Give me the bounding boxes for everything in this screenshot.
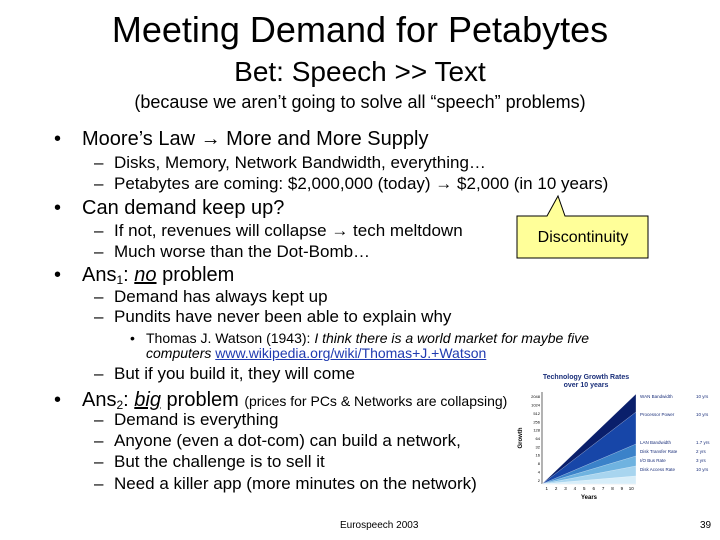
page-number: 39: [700, 520, 712, 531]
chart-y-tick: 32: [536, 444, 541, 449]
chart-series-label: LAN Bandwidth: [640, 440, 672, 445]
chart-series-rate: 3 yrs: [696, 458, 707, 463]
slide-subtitle: Bet: Speech >> Text: [234, 56, 486, 87]
bullet-dot: •: [54, 389, 62, 411]
chart-y-tick: 256: [533, 419, 540, 424]
dash: –: [94, 364, 104, 383]
chart-x-tick: 5: [583, 486, 586, 491]
sub-bullet: But if you build it, they will come: [114, 364, 355, 383]
chart-y-tick: 16: [536, 453, 541, 458]
chart-x-tick: 10: [629, 486, 635, 491]
sub-bullet: Need a killer app (more minutes on the n…: [114, 474, 477, 493]
chart-y-tick: 128: [533, 428, 540, 433]
bullet-moores-law: Moore’s Law → More and More Supply: [82, 128, 429, 150]
dash: –: [94, 410, 104, 429]
sub-bullet: Demand is everything: [114, 410, 279, 429]
bullet-dot: •: [54, 128, 62, 150]
chart-ylabel: Growth: [518, 427, 524, 448]
chart-x-tick: 7: [602, 486, 605, 491]
chart-series-rate: 10 yrs: [696, 412, 709, 417]
bullet-demand: Can demand keep up?: [82, 197, 285, 219]
watson-link[interactable]: www.wikipedia.org/wiki/Thomas+J.+Watson: [215, 345, 487, 361]
chart-x-tick: 8: [611, 486, 614, 491]
chart-y-tick: 4: [538, 469, 541, 474]
sub-bullet: But the challenge is to sell it: [114, 452, 325, 471]
chart-series-label: I/O Bus Rate: [640, 458, 666, 463]
subsub-dot: •: [130, 330, 135, 346]
sub-bullet: Anyone (even a dot-com) can build a netw…: [114, 431, 461, 450]
dash: –: [94, 431, 104, 450]
dash: –: [94, 242, 104, 261]
chart-series-rate: 10 yrs: [696, 467, 709, 472]
dash: –: [94, 452, 104, 471]
chart-area-series: [541, 475, 637, 485]
sub-bullet: If not, revenues will collapse → tech me…: [114, 221, 463, 240]
chart-series-rate: 2 yrs: [696, 449, 707, 454]
chart-x-tick: 6: [592, 486, 595, 491]
chart-series-label: Disk Access Rate: [640, 467, 676, 472]
watson-quote-line1: Thomas J. Watson (1943): I think there i…: [146, 330, 589, 346]
slide-note: (because we aren’t going to solve all “s…: [134, 92, 586, 112]
dash: –: [94, 174, 104, 193]
dash: –: [94, 474, 104, 493]
chart-series-rate: 1.7 yrs: [696, 440, 710, 445]
bullet-dot: •: [54, 264, 62, 286]
sub-bullet: Much worse than the Dot-Bomb…: [114, 242, 371, 261]
chart-x-tick: 9: [621, 486, 624, 491]
chart-series-label: WAN Bandwidth: [640, 394, 673, 399]
chart-y-tick: 2: [538, 478, 541, 483]
chart-series-rate: 10 yrs: [696, 394, 709, 399]
chart-title: Technology Growth Rates: [543, 374, 629, 381]
chart-y-tick: 64: [536, 436, 541, 441]
watson-quote-line2: computers www.wikipedia.org/wiki/Thomas+…: [146, 345, 487, 361]
chart-series-label: Disk Transfer Rate: [640, 449, 678, 454]
dash: –: [94, 153, 104, 172]
chart-y-tick: 8: [538, 461, 541, 466]
bullet-ans2: Ans2: big problem (prices for PCs & Netw…: [82, 389, 508, 412]
chart-title: over 10 years: [564, 382, 609, 389]
callout-label: Discontinuity: [537, 229, 629, 246]
bullet-ans1: Ans1: no problem: [82, 264, 235, 287]
chart-x-tick: 1: [545, 486, 548, 491]
chart-y-tick: 512: [533, 411, 540, 416]
chart-x-tick: 3: [564, 486, 567, 491]
chart-series-label: Processor Power: [640, 412, 675, 417]
slide-title: Meeting Demand for Petabytes: [111, 9, 609, 50]
chart-x-tick: 4: [574, 486, 577, 491]
sub-bullet: Pundits have never been able to explain …: [114, 307, 452, 326]
chart-xlabel: Years: [581, 495, 598, 501]
bullet-dot: •: [54, 197, 62, 219]
sub-bullet: Disks, Memory, Network Bandwidth, everyt…: [114, 153, 486, 172]
chart-y-tick: 2048: [531, 394, 541, 399]
dash: –: [94, 287, 104, 306]
sub-bullet: Demand has always kept up: [114, 287, 328, 306]
sub-bullet: Petabytes are coming: $2,000,000 (today)…: [114, 174, 609, 193]
dash: –: [94, 221, 104, 240]
footer-center: Eurospeech 2003: [340, 520, 419, 531]
chart-x-tick: 2: [555, 486, 558, 491]
chart-y-tick: 1024: [531, 403, 541, 408]
dash: –: [94, 307, 104, 326]
